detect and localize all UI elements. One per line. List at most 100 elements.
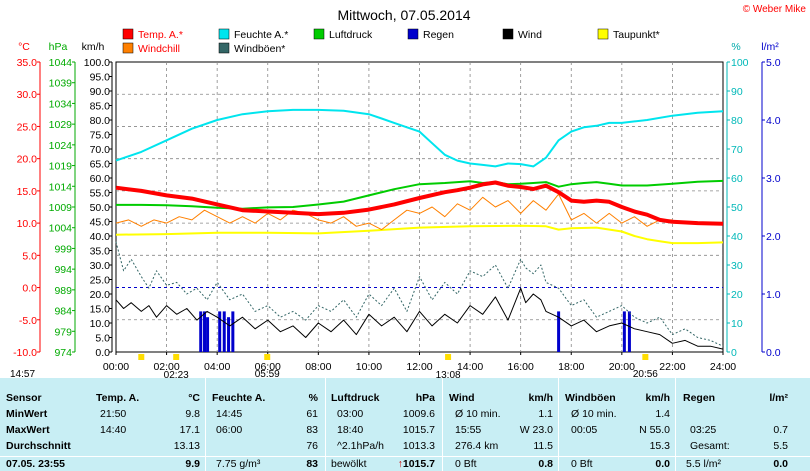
wind-tick-label: 75.0 — [90, 130, 111, 142]
wind-tick-label: 25.0 — [90, 275, 111, 287]
rain-bar — [622, 311, 626, 352]
wind-tick-label: 70.0 — [90, 144, 111, 156]
time-markers: 14:57 02:23 05:59 13:08 20:56 — [10, 354, 658, 378]
current-pressure-value: 1015.7 — [402, 458, 435, 470]
column-separator — [675, 378, 676, 471]
temp-value: 17.1 — [179, 424, 200, 436]
pressure-tick-label: 1004 — [49, 223, 73, 235]
wind-time: 15:55 — [455, 424, 482, 436]
sun-marker — [445, 354, 452, 360]
legend-swatch — [218, 42, 230, 54]
rain-tick-label: 2.0 — [766, 231, 781, 243]
temp-tick-label: 35.0 — [17, 57, 38, 69]
gust-value: N 55.0 — [639, 424, 670, 436]
pressure-time: 03:00 — [337, 408, 364, 420]
rain-bar — [227, 317, 231, 352]
humidity-tick-label: 40 — [731, 231, 743, 243]
wind-tick-label: 20.0 — [90, 289, 111, 301]
pressure-tick-label: 1014 — [49, 181, 73, 193]
pressure-tick-label: 1024 — [49, 140, 73, 152]
legend-label: Windchill — [138, 43, 180, 55]
humidity-tick-label: 60 — [731, 173, 743, 185]
legend-swatch — [122, 28, 134, 40]
x-tick-label: 02:00 — [153, 361, 179, 373]
pressure-tick-label: 974 — [54, 347, 72, 359]
x-tick-label: 22:00 — [659, 361, 685, 373]
marker-label: 02:23 — [164, 370, 189, 378]
current-rain-total: 5.5 l/m² — [686, 458, 722, 470]
rain-tick-label: 5.0 — [766, 57, 781, 69]
legend-label: Luftdruck — [329, 29, 373, 41]
pressure-time: ^2.1hPa/h — [337, 440, 384, 452]
current-label: 07.05. 23:55 — [6, 458, 65, 470]
chart-series — [115, 108, 724, 352]
row-label: MaxWert — [6, 424, 50, 436]
temp-tick-label: 0.0 — [22, 283, 37, 295]
rain-bar — [218, 311, 222, 352]
header-pressure-unit: hPa — [415, 392, 435, 404]
pressure-tick-label: 1034 — [49, 98, 73, 110]
pressure-unit-label: hPa — [49, 41, 68, 53]
x-tick-label: 16:00 — [508, 361, 534, 373]
feuchte-a-line — [115, 108, 724, 168]
wind-time: Ø 10 min. — [455, 408, 501, 420]
temp-tick-label: 30.0 — [17, 89, 38, 101]
current-temp: 9.9 — [185, 458, 200, 470]
wind-tick-label: 60.0 — [90, 173, 111, 185]
sun-marker — [138, 354, 145, 360]
temp-tick-label: 15.0 — [17, 186, 38, 198]
x-tick-label: 20:00 — [609, 361, 635, 373]
rain-time: 03:25 — [690, 424, 717, 436]
wind-tick-label: 65.0 — [90, 159, 111, 171]
humidity-tick-label: 70 — [731, 144, 743, 156]
row-label: MinWert — [6, 408, 48, 420]
sun-marker — [642, 354, 649, 360]
wind-tick-label: 45.0 — [90, 217, 111, 229]
legend-swatch — [597, 28, 609, 40]
rain-tick-label: 4.0 — [766, 115, 781, 127]
legend-label: Taupunkt* — [613, 29, 660, 41]
gust-value: 1.4 — [655, 408, 670, 420]
rain-tick-label: 1.0 — [766, 289, 781, 301]
x-tick-label: 18:00 — [558, 361, 584, 373]
marker-label: 14:57 — [10, 369, 35, 378]
wind-unit-label: km/h — [82, 41, 105, 53]
pressure-tick-label: 1009 — [49, 202, 73, 214]
column-separator — [325, 378, 326, 471]
rain-bar — [203, 311, 207, 352]
temp-a-line — [115, 180, 724, 226]
humidity-tick-label: 0 — [731, 347, 737, 359]
humidity-tick-label: 20 — [731, 289, 743, 301]
rain-unit-label: l/m² — [761, 41, 779, 53]
pressure-value: 1015.7 — [402, 424, 435, 436]
header-sensor: Sensor — [6, 392, 42, 404]
rain-bar — [231, 311, 235, 352]
header-wind-unit: km/h — [528, 392, 553, 404]
pressure-tick-label: 1044 — [49, 57, 73, 69]
legend: Temp. A.* Feuchte A.* Luftdruck Regen Wind Ta… — [122, 28, 660, 55]
humidity-value: 61 — [306, 408, 318, 420]
wind-line — [115, 287, 724, 350]
wind-time: 276.4 km — [455, 440, 499, 452]
wind-tick-label: 40.0 — [90, 231, 111, 243]
marker-label: 20:56 — [633, 369, 658, 378]
gust-value: 15.3 — [649, 440, 670, 452]
header-wind: Wind — [449, 392, 475, 404]
humidity-value: 83 — [306, 424, 318, 436]
column-separator — [558, 378, 559, 471]
humidity-time: 06:00 — [216, 424, 243, 436]
wind-tick-label: 35.0 — [90, 246, 111, 258]
header-gust-unit: km/h — [645, 392, 670, 404]
pressure-tick-label: 989 — [54, 285, 72, 297]
marker-label: 13:08 — [436, 370, 461, 378]
x-tick-label: 04:00 — [204, 361, 230, 373]
gust-time: 00:05 — [571, 424, 598, 436]
legend-label: Windböen* — [234, 43, 285, 55]
header-gust: Windböen — [565, 392, 616, 404]
sun-marker — [264, 354, 271, 360]
pressure-tick-label: 984 — [54, 306, 72, 318]
legend-swatch — [218, 28, 230, 40]
pressure-value: 1013.3 — [402, 440, 435, 452]
pressure-tick-label: 1039 — [49, 78, 73, 90]
column-separator — [442, 378, 443, 471]
